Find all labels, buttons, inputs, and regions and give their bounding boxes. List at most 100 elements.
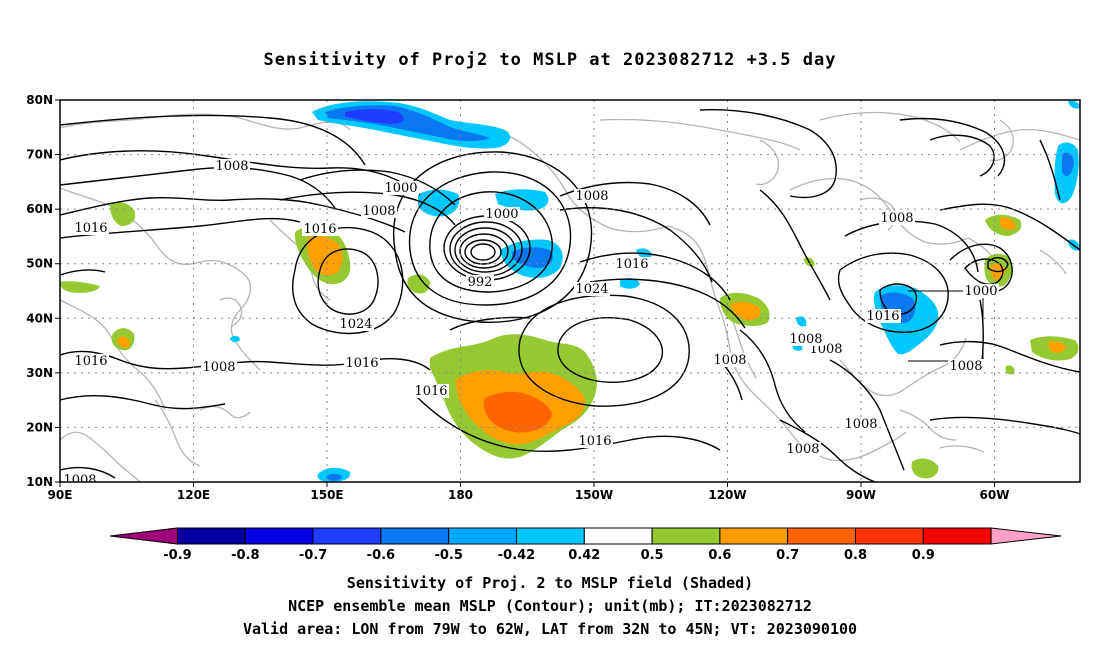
lon-tick-label: 180: [448, 488, 473, 502]
isobar-label-1016-w: 1016: [74, 221, 107, 236]
positive-sensitivity-shading: [60, 202, 1079, 479]
isobar-label-1008-n: 1008: [362, 204, 395, 219]
isobar-label-1016-alaska: 1016: [615, 257, 648, 272]
colorbar-segment: [312, 527, 382, 545]
isobar-label-halo: [577, 434, 613, 448]
colorbar-labels: -0.9 -0.8 -0.7 -0.6 -0.5 -0.42 0.42 0.5 0.6 0.7 0.…: [163, 548, 935, 563]
isobar-label-1016-india: 1016: [74, 354, 107, 369]
colorbar-segment: [787, 527, 857, 545]
isobar-label-1016-south: 1016: [578, 434, 611, 449]
figure-title: Sensitivity of Proj2 to MSLP at 20230827…: [263, 50, 837, 70]
valid-area-box: [908, 290, 984, 362]
colorbar-segment: [177, 527, 246, 545]
lon-tick-label: 150W: [575, 488, 613, 502]
caption-line-1: Sensitivity of Proj. 2 to MSLP field (Sh…: [346, 574, 754, 592]
isobar-label-halo: [413, 384, 449, 398]
isobar-label-1008-china: 1008: [202, 360, 235, 375]
axis-ticks: [55, 99, 995, 487]
colorbar-label: -0.8: [231, 548, 259, 563]
isobar-label-1016-hawaii: 1016: [414, 384, 447, 399]
colorbar-arrow-left: [109, 527, 178, 545]
lon-tick-label: 120E: [177, 488, 210, 502]
isobar-label-halo: [344, 356, 380, 370]
isobar-label-1000-low: 1000: [485, 207, 518, 222]
isobar-label-halo: [785, 442, 821, 456]
isobar-label-halo: [879, 211, 915, 225]
lat-tick-label: 50N: [26, 257, 53, 271]
isobar-label-1008-canada: 1008: [880, 211, 913, 226]
isobar-label-halo: [574, 189, 610, 203]
isobar-label-halo: [62, 473, 98, 482]
caption-line-3: Valid area: LON from 79W to 62W, LAT fro…: [242, 620, 858, 638]
lon-tick-label: 120W: [708, 488, 746, 502]
isobar-label-1008-nw: 1008: [215, 159, 248, 174]
isobar-label-halo: [948, 359, 984, 373]
colorbar-segment: [516, 527, 585, 545]
caption-line-2: NCEP ensemble mean MSLP (Contour); unit(…: [288, 597, 812, 615]
colorbar-segment: [380, 527, 450, 545]
lat-tick-label: 60N: [26, 202, 53, 216]
colorbar-segment: [855, 527, 924, 545]
isobar-label-halo: [865, 309, 901, 323]
isobar-label-halo: [712, 353, 748, 367]
isobar-label-halo: [466, 275, 494, 289]
colorbar-segment: [922, 527, 992, 545]
lat-tick-label: 80N: [26, 93, 53, 107]
lat-tick-label: 40N: [26, 311, 53, 325]
isobar-label-1016-us-east: 1016: [866, 309, 899, 324]
colorbar-label: 0.42: [568, 548, 600, 563]
colorbar-label: 0.7: [776, 548, 799, 563]
isobar-labels: 1008 1000 1008 1000 1008 1016 1016 992 1016 1024 1…: [62, 159, 999, 488]
isobar-label-halo: [574, 282, 610, 296]
isobar-label-halo: [614, 257, 650, 271]
isobar-label-1024-west: 1024: [339, 317, 372, 332]
colorbar-label: -0.7: [299, 548, 327, 563]
lat-tick-label: 30N: [26, 366, 53, 380]
isobar-label-halo: [788, 332, 824, 346]
isobar-label-1008-central-am: 1008: [789, 332, 822, 347]
isobar-label-1016-mid: 1016: [345, 356, 378, 371]
colorbar-label: -0.9: [163, 548, 191, 563]
isobar-label-halo: [383, 181, 419, 195]
lon-tick-label: 90E: [48, 488, 73, 502]
isobar-label-halo: [201, 360, 237, 374]
colorbar: [109, 527, 1062, 545]
isobar-label-1008-atlantic-s: 1008: [949, 359, 982, 374]
isobar-label-halo: [484, 207, 520, 221]
isobar-label-halo: [214, 159, 250, 173]
isobar-label-1000-n: 1000: [384, 181, 417, 196]
colorbar-segment: [244, 527, 314, 545]
lat-tick-label: 20N: [26, 420, 53, 434]
colorbar-label: 0.6: [708, 548, 731, 563]
longitude-labels: 90E 120E 150E 180 150W 120W 90W 60W: [48, 488, 1010, 502]
isobar-label-halo: [843, 417, 879, 431]
isobar-label-halo: [361, 204, 397, 218]
isobar-label-992-low: 992: [468, 275, 493, 290]
isobar-label-halo: [338, 317, 374, 331]
latitude-labels: 80N 70N 60N 50N 40N 30N 20N 10N: [26, 93, 53, 489]
lon-tick-label: 90W: [846, 488, 876, 502]
colorbar-segment: [719, 527, 789, 545]
lon-tick-label: 60W: [980, 488, 1010, 502]
isobar-label-1016-japan: 1016: [303, 222, 336, 237]
colorbar-arrow-right: [990, 527, 1062, 545]
isobar-label-1008-mexico-b: 1008: [786, 442, 819, 457]
colorbar-label: -0.6: [367, 548, 395, 563]
isobar-label-1008-caribbean: 1008: [844, 417, 877, 432]
isobar-label-halo: [73, 221, 109, 235]
colorbar-label: -0.42: [498, 548, 535, 563]
colorbar-segment: [651, 527, 721, 545]
colorbar-segment: [448, 527, 518, 545]
lat-tick-label: 70N: [26, 148, 53, 162]
isobar-label-1008-sw: 1008: [63, 473, 96, 488]
isobar-label-1008-baja: 1008: [713, 353, 746, 368]
colorbar-label: 0.8: [844, 548, 867, 563]
colorbar-label: 0.9: [912, 548, 935, 563]
isobar-label-1024-pacific: 1024: [575, 282, 608, 297]
isobar-label-1008-ne-low: 1008: [575, 189, 608, 204]
lon-tick-label: 150E: [310, 488, 343, 502]
map-frame: [59, 99, 1081, 483]
lat-tick-label: 10N: [26, 475, 53, 489]
isobar-label-1000-atlantic: 1000: [964, 284, 997, 299]
